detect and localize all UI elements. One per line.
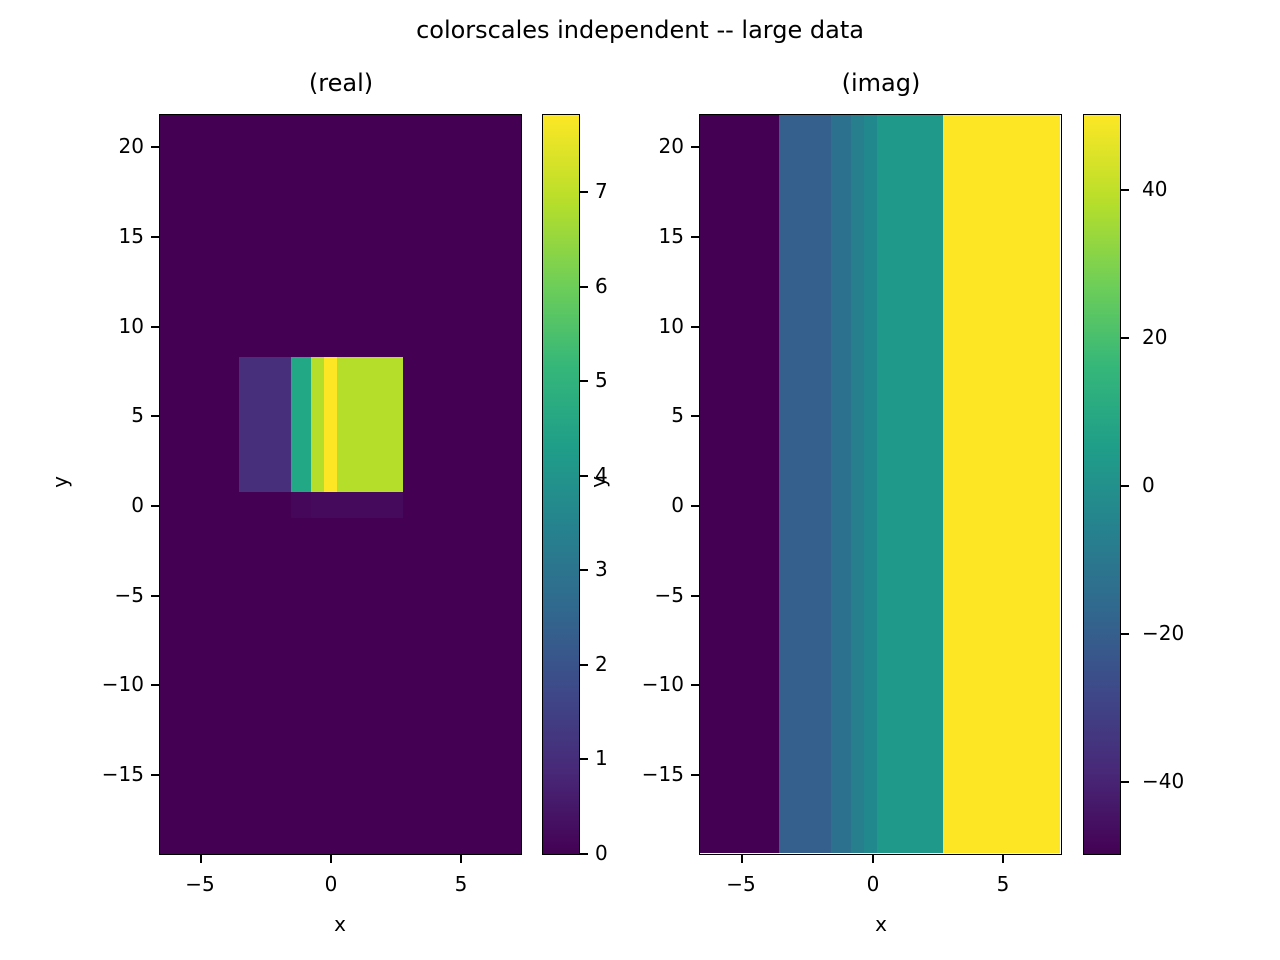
cbar-tick-label: 0 [1142, 473, 1155, 497]
cbar-tick [580, 569, 588, 571]
heatmap-cell [239, 356, 292, 492]
x-tick [1002, 855, 1004, 863]
heatmap-cell [942, 115, 1060, 853]
x-tick [460, 855, 462, 863]
cbar-tick [580, 475, 588, 477]
heatmap-cell [291, 491, 311, 519]
y-tick-label: 15 [658, 224, 684, 248]
y-tick-label: 20 [118, 134, 144, 158]
y-tick [151, 146, 159, 148]
y-tick-label: 0 [671, 493, 684, 517]
cbar-tick-label: 6 [595, 274, 608, 298]
cbar-tick-label: 5 [595, 368, 608, 392]
y-tick [151, 505, 159, 507]
real-colorbar [542, 114, 580, 855]
heatmap-cell [700, 115, 780, 853]
cbar-tick [580, 758, 588, 760]
cbar-tick-label: 20 [1142, 325, 1168, 349]
y-tick [151, 236, 159, 238]
cbar-tick [580, 664, 588, 666]
y-tick [151, 595, 159, 597]
real-heatmap-axes [159, 114, 522, 855]
cbar-tick-label: 4 [595, 463, 608, 487]
heatmap-cell [831, 115, 851, 853]
y-tick [691, 146, 699, 148]
real-x-axis-label: x [334, 912, 346, 936]
heatmap-cell [336, 356, 403, 492]
figure-title: colorscales independent -- large data [416, 16, 864, 44]
cbar-tick [580, 191, 588, 193]
cbar-tick-label: −40 [1142, 769, 1185, 793]
y-tick-label: −5 [654, 583, 684, 607]
y-tick [691, 236, 699, 238]
y-tick-label: 5 [131, 403, 144, 427]
x-tick-label: −5 [185, 872, 215, 896]
y-tick-label: −15 [641, 762, 684, 786]
y-tick-label: 10 [658, 314, 684, 338]
y-tick-label: 5 [671, 403, 684, 427]
y-tick [691, 684, 699, 686]
x-tick [872, 855, 874, 863]
heatmap-cell [876, 115, 943, 853]
imag-axes-title: (imag) [841, 69, 921, 97]
y-tick-label: 15 [118, 224, 144, 248]
y-tick-label: 10 [118, 314, 144, 338]
y-tick-label: 0 [131, 493, 144, 517]
cbar-tick [1121, 633, 1129, 635]
heatmap-cell [310, 356, 324, 492]
y-tick-label: −15 [101, 762, 144, 786]
real-y-axis-label: y [48, 476, 72, 488]
cbar-tick [1121, 781, 1129, 783]
y-tick [151, 774, 159, 776]
cbar-tick-label: 3 [595, 557, 608, 581]
cbar-tick-label: −20 [1142, 621, 1185, 645]
cbar-tick [580, 380, 588, 382]
y-tick [691, 774, 699, 776]
heatmap-cell [863, 115, 877, 853]
imag-y-axis-label: y [586, 476, 610, 488]
y-tick-label: −5 [114, 583, 144, 607]
y-tick-label: −10 [101, 672, 144, 696]
x-tick-label: 0 [324, 872, 338, 896]
heatmap-cell [779, 115, 832, 853]
y-tick [691, 505, 699, 507]
x-tick-label: 5 [454, 872, 468, 896]
x-tick [741, 855, 743, 863]
y-tick [151, 415, 159, 417]
x-tick [200, 855, 202, 863]
cbar-tick [580, 286, 588, 288]
y-tick [151, 684, 159, 686]
x-tick-label: 0 [866, 872, 880, 896]
cbar-tick-label: 7 [595, 179, 608, 203]
imag-x-axis-label: x [875, 912, 887, 936]
y-tick-label: 20 [658, 134, 684, 158]
real-axes-title: (real) [308, 69, 374, 97]
heatmap-cell [850, 115, 864, 853]
y-tick [151, 326, 159, 328]
x-tick-label: −5 [726, 872, 756, 896]
cbar-tick [1121, 189, 1129, 191]
cbar-tick [1121, 485, 1129, 487]
heatmap-cell [310, 491, 403, 519]
cbar-tick-label: 1 [595, 746, 608, 770]
cbar-tick-label: 40 [1142, 177, 1168, 201]
y-tick [691, 326, 699, 328]
cbar-tick-label: 0 [595, 841, 608, 865]
y-tick [691, 595, 699, 597]
imag-colorbar [1083, 114, 1121, 855]
cbar-tick [1121, 337, 1129, 339]
cbar-tick-label: 2 [595, 652, 608, 676]
y-tick [691, 415, 699, 417]
cbar-tick [580, 853, 588, 855]
x-tick-label: 5 [996, 872, 1010, 896]
x-tick [330, 855, 332, 863]
heatmap-cell [323, 356, 337, 492]
y-tick-label: −10 [641, 672, 684, 696]
imag-heatmap-axes [699, 114, 1062, 855]
heatmap-cell [291, 356, 311, 492]
